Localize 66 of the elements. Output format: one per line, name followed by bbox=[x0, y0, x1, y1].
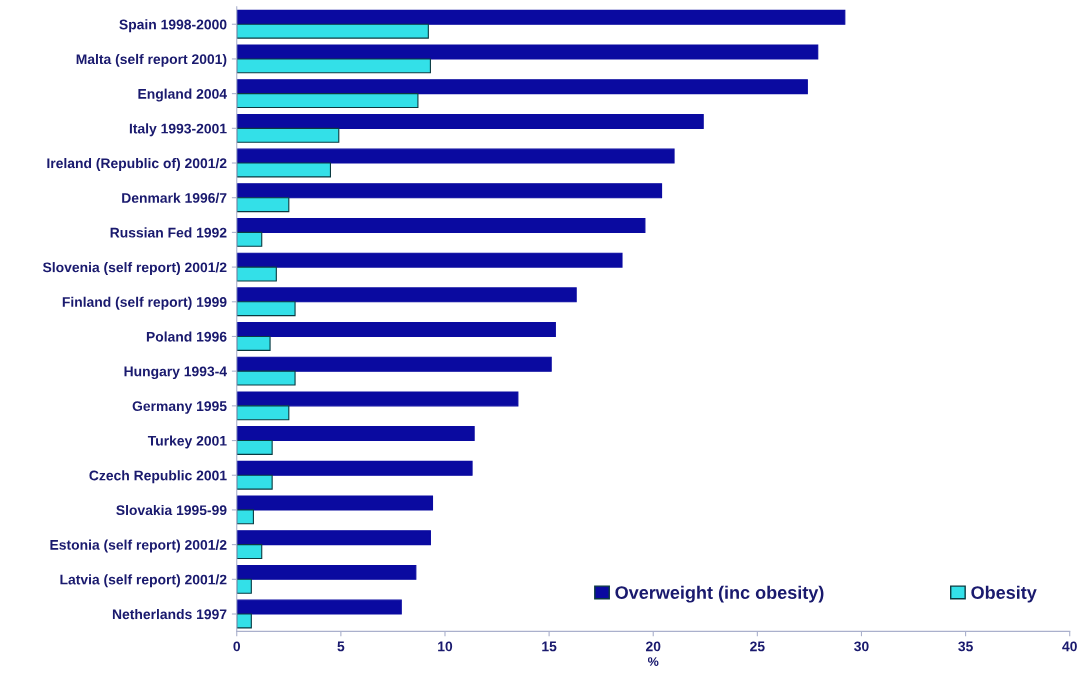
bar bbox=[236, 460, 473, 476]
bar bbox=[236, 356, 552, 372]
bar bbox=[236, 509, 254, 525]
bar bbox=[236, 370, 296, 386]
y-tick-label: England 2004 bbox=[138, 88, 227, 102]
legend-label: Overweight (inc obesity) bbox=[615, 585, 824, 603]
x-tick-label: 25 bbox=[750, 641, 765, 652]
y-tick-label: Slovakia 1995-99 bbox=[116, 504, 227, 516]
y-tick-label: Turkey 2001 bbox=[147, 435, 227, 449]
bar bbox=[236, 58, 431, 74]
x-tick-label: 15 bbox=[542, 641, 557, 652]
x-tick-label: 5 bbox=[337, 641, 345, 652]
bar bbox=[236, 322, 556, 338]
x-tick-label: 0 bbox=[233, 641, 241, 652]
x-tick-label: 35 bbox=[958, 641, 973, 652]
bar bbox=[236, 252, 623, 268]
bar bbox=[236, 93, 419, 109]
bar bbox=[236, 544, 263, 560]
bar bbox=[236, 148, 675, 164]
y-tick-label: Poland 1996 bbox=[146, 331, 227, 342]
bar bbox=[236, 9, 846, 25]
bar bbox=[236, 217, 646, 233]
y-tick-label: Netherlands 1997 bbox=[112, 608, 227, 620]
y-tick-label: Finland (self report) 1999 bbox=[62, 296, 227, 310]
bar bbox=[236, 578, 252, 594]
bar bbox=[236, 301, 296, 317]
bar bbox=[236, 564, 417, 580]
y-tick-label: Slovenia (self report) 2001/2 bbox=[42, 262, 227, 275]
x-axis-title: % bbox=[647, 657, 659, 666]
bar bbox=[236, 530, 431, 546]
bar bbox=[236, 197, 290, 213]
y-tick-label: Germany 1995 bbox=[132, 401, 227, 414]
x-tick-label: 30 bbox=[854, 641, 869, 652]
bar bbox=[236, 335, 271, 351]
bar bbox=[236, 231, 263, 247]
y-tick-label: Latvia (self report) 2001/2 bbox=[60, 574, 227, 588]
y-tick-label: Russian Fed 1992 bbox=[110, 227, 227, 238]
bar bbox=[236, 599, 402, 615]
y-tick-label: Malta (self report 2001) bbox=[76, 53, 227, 67]
y-tick-label: Czech Republic 2001 bbox=[89, 470, 227, 484]
bar bbox=[236, 113, 704, 129]
bar bbox=[236, 79, 808, 95]
y-tick-label: Estonia (self report) 2001/2 bbox=[50, 539, 227, 553]
bar bbox=[236, 405, 290, 421]
y-tick-label: Hungary 1993-4 bbox=[124, 366, 227, 380]
legend-label: Obesity bbox=[971, 585, 1037, 603]
y-tick-label: Spain 1998-2000 bbox=[119, 19, 227, 33]
y-tick-label: Ireland (Republic of) 2001/2 bbox=[47, 157, 227, 171]
bar bbox=[236, 439, 273, 455]
bar bbox=[236, 287, 577, 303]
bar bbox=[236, 391, 519, 407]
x-tick-label: 20 bbox=[645, 641, 661, 652]
bar bbox=[236, 426, 475, 442]
bar bbox=[236, 266, 277, 282]
x-tick-label: 10 bbox=[438, 641, 453, 652]
bar bbox=[236, 23, 429, 39]
bar bbox=[236, 474, 273, 490]
y-tick-label: Italy 1993-2001 bbox=[129, 123, 227, 137]
bar bbox=[236, 127, 340, 143]
x-tick-label: 40 bbox=[1062, 641, 1077, 652]
bar bbox=[236, 495, 434, 511]
bar bbox=[236, 613, 252, 629]
bar bbox=[236, 44, 819, 60]
bar bbox=[236, 183, 663, 199]
y-tick-label: Denmark 1996/7 bbox=[122, 192, 227, 204]
bar bbox=[236, 162, 332, 178]
